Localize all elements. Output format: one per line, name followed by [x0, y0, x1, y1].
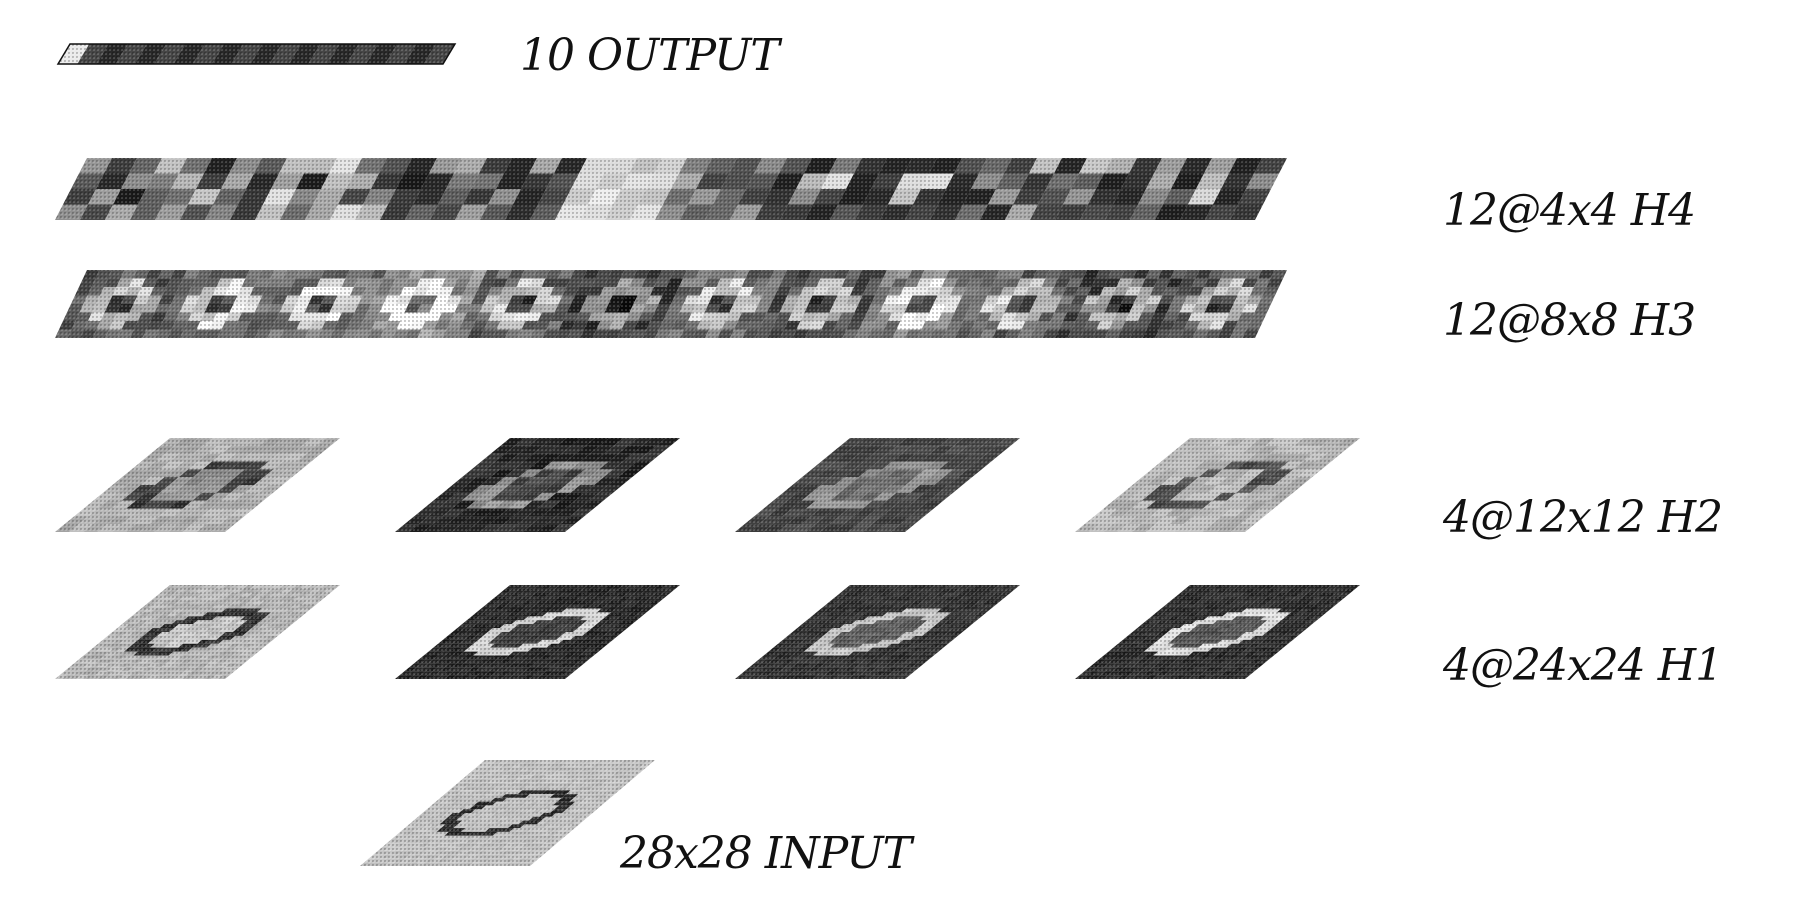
label-h2: 4@12x12 H2: [1442, 492, 1722, 543]
layer-output: [56, 43, 457, 65]
h1-map: [395, 585, 680, 679]
h2-map: [1075, 438, 1360, 532]
input-map: [360, 760, 655, 866]
h3-map: [1055, 270, 1187, 338]
h4-map: [155, 158, 287, 220]
h3-map: [55, 270, 187, 338]
h4-map: [355, 158, 487, 220]
h1-map: [1075, 585, 1360, 679]
label-output: 10 OUTPUT: [520, 30, 783, 81]
h4-map: [555, 158, 687, 220]
label-h4: 12@4x4 H4: [1443, 185, 1695, 236]
h3-map: [455, 270, 587, 338]
h1-map: [735, 585, 1020, 679]
h3-map: [555, 270, 687, 338]
h3-map: [955, 270, 1087, 338]
h4-map: [755, 158, 887, 220]
h3-map: [755, 270, 887, 338]
layer-h2: [55, 438, 1360, 532]
h3-map: [1155, 270, 1287, 338]
h3-map: [655, 270, 787, 338]
h4-map: [255, 158, 387, 220]
layer-h4: [55, 158, 1287, 220]
h3-map: [155, 270, 287, 338]
h3-map: [355, 270, 487, 338]
layer-h3: [55, 270, 1287, 338]
h4-map: [655, 158, 787, 220]
layer-h1: [55, 585, 1360, 679]
label-input: 28x28 INPUT: [619, 828, 916, 879]
label-h1: 4@24x24 H1: [1442, 640, 1722, 691]
h4-map: [1055, 158, 1187, 220]
layer-input: [360, 760, 655, 866]
h4-map: [855, 158, 987, 220]
h3-map: [255, 270, 387, 338]
h4-map: [455, 158, 587, 220]
h2-map: [395, 438, 680, 532]
h4-map: [55, 158, 187, 220]
h1-map: [55, 585, 340, 679]
h4-map: [1155, 158, 1287, 220]
h2-map: [55, 438, 340, 532]
label-h3: 12@8x8 H3: [1443, 295, 1695, 346]
h3-map: [855, 270, 987, 338]
h4-map: [955, 158, 1087, 220]
output-map: [58, 44, 455, 64]
h2-map: [735, 438, 1020, 532]
